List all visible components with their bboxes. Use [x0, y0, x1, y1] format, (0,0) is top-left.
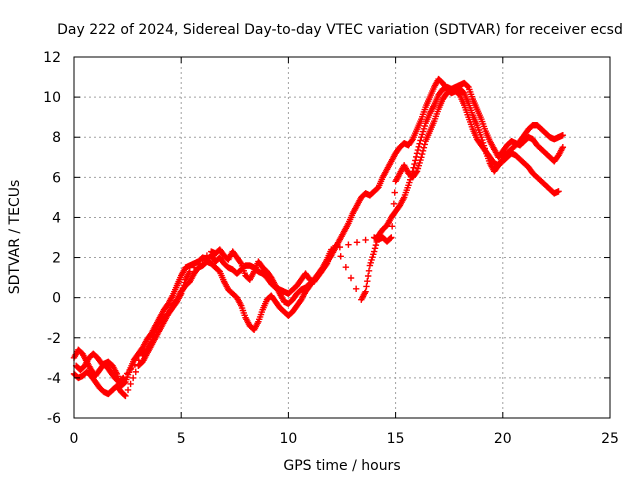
x-axis-label: GPS time / hours — [283, 458, 400, 474]
data-point — [328, 246, 335, 253]
data-point — [419, 147, 427, 155]
data-point — [332, 242, 339, 249]
data-point — [413, 150, 421, 157]
data-point — [363, 283, 370, 290]
data-point — [352, 285, 360, 293]
data-point — [123, 370, 131, 377]
data-point — [412, 169, 420, 176]
data-point — [418, 150, 426, 158]
data-point — [372, 241, 380, 249]
data-point — [414, 146, 422, 154]
data-point — [364, 278, 371, 285]
chart-title: Day 222 of 2024, Sidereal Day-to-day VTE… — [57, 22, 623, 38]
data-point — [389, 211, 397, 219]
data-point — [410, 164, 417, 171]
data-point — [387, 235, 394, 242]
data-point — [345, 241, 352, 248]
x-tick-label: 25 — [601, 431, 619, 447]
series-track-c — [72, 79, 567, 386]
data-point — [186, 268, 193, 275]
y-tick-label: 6 — [52, 170, 61, 186]
series-track-a — [70, 75, 567, 390]
data-point — [559, 144, 567, 151]
axis-ticks — [73, 56, 611, 419]
data-point — [121, 379, 128, 386]
x-tick-label: 10 — [279, 431, 297, 447]
x-tick-label: 15 — [387, 431, 405, 447]
data-points — [70, 75, 567, 400]
data-point — [342, 263, 350, 271]
data-point — [337, 253, 344, 260]
y-tick-label: 10 — [43, 90, 61, 106]
y-tick-label: 4 — [52, 210, 61, 226]
data-point — [370, 248, 378, 255]
data-point — [119, 375, 126, 382]
data-point — [420, 144, 428, 151]
y-tick-label: -2 — [47, 331, 61, 347]
data-point — [365, 267, 373, 274]
data-point — [417, 137, 424, 144]
data-point — [190, 264, 198, 271]
data-point — [364, 272, 372, 280]
plot-frame — [73, 56, 611, 419]
x-tick-label: 5 — [177, 431, 186, 447]
data-point — [127, 365, 135, 373]
data-point — [135, 357, 142, 364]
data-point — [203, 252, 211, 259]
y-tick-label: 0 — [52, 291, 61, 307]
data-point — [121, 391, 128, 399]
data-point — [416, 140, 423, 147]
data-point — [418, 154, 425, 161]
x-tick-label: 20 — [494, 431, 512, 447]
data-point — [122, 392, 129, 400]
data-point — [129, 374, 137, 382]
data-point — [362, 236, 369, 244]
data-point — [347, 274, 355, 282]
data-point — [390, 200, 398, 208]
data-point — [127, 380, 134, 388]
data-point — [415, 143, 422, 151]
data-point — [388, 234, 395, 241]
data-point — [353, 239, 361, 246]
data-point — [120, 374, 127, 382]
y-tick-label: 8 — [52, 130, 61, 146]
data-point — [336, 243, 344, 251]
data-point — [199, 256, 206, 263]
data-point — [362, 288, 369, 295]
data-point — [195, 260, 202, 267]
y-tick-labels: -6 -4 -2 0 2 4 6 8 10 12 — [43, 50, 61, 427]
y-tick-label: 2 — [52, 251, 61, 267]
data-point — [559, 132, 567, 139]
data-point — [411, 160, 418, 168]
x-tick-labels: 0 5 10 15 20 25 — [70, 431, 619, 447]
data-point — [391, 189, 398, 196]
data-point — [132, 368, 139, 376]
data-point — [131, 361, 139, 368]
y-tick-label: -4 — [47, 371, 61, 387]
y-tick-label: -6 — [47, 411, 61, 427]
y-tick-label: 12 — [43, 50, 61, 66]
data-point — [421, 141, 428, 148]
y-axis-label: SDTVAR / TECUs — [7, 180, 23, 295]
data-point — [371, 245, 379, 252]
data-point — [464, 83, 471, 90]
data-point — [388, 223, 396, 230]
x-tick-label: 0 — [70, 431, 79, 447]
data-point — [408, 137, 416, 144]
data-point — [237, 259, 244, 266]
data-point — [124, 386, 132, 394]
data-point — [555, 188, 562, 195]
